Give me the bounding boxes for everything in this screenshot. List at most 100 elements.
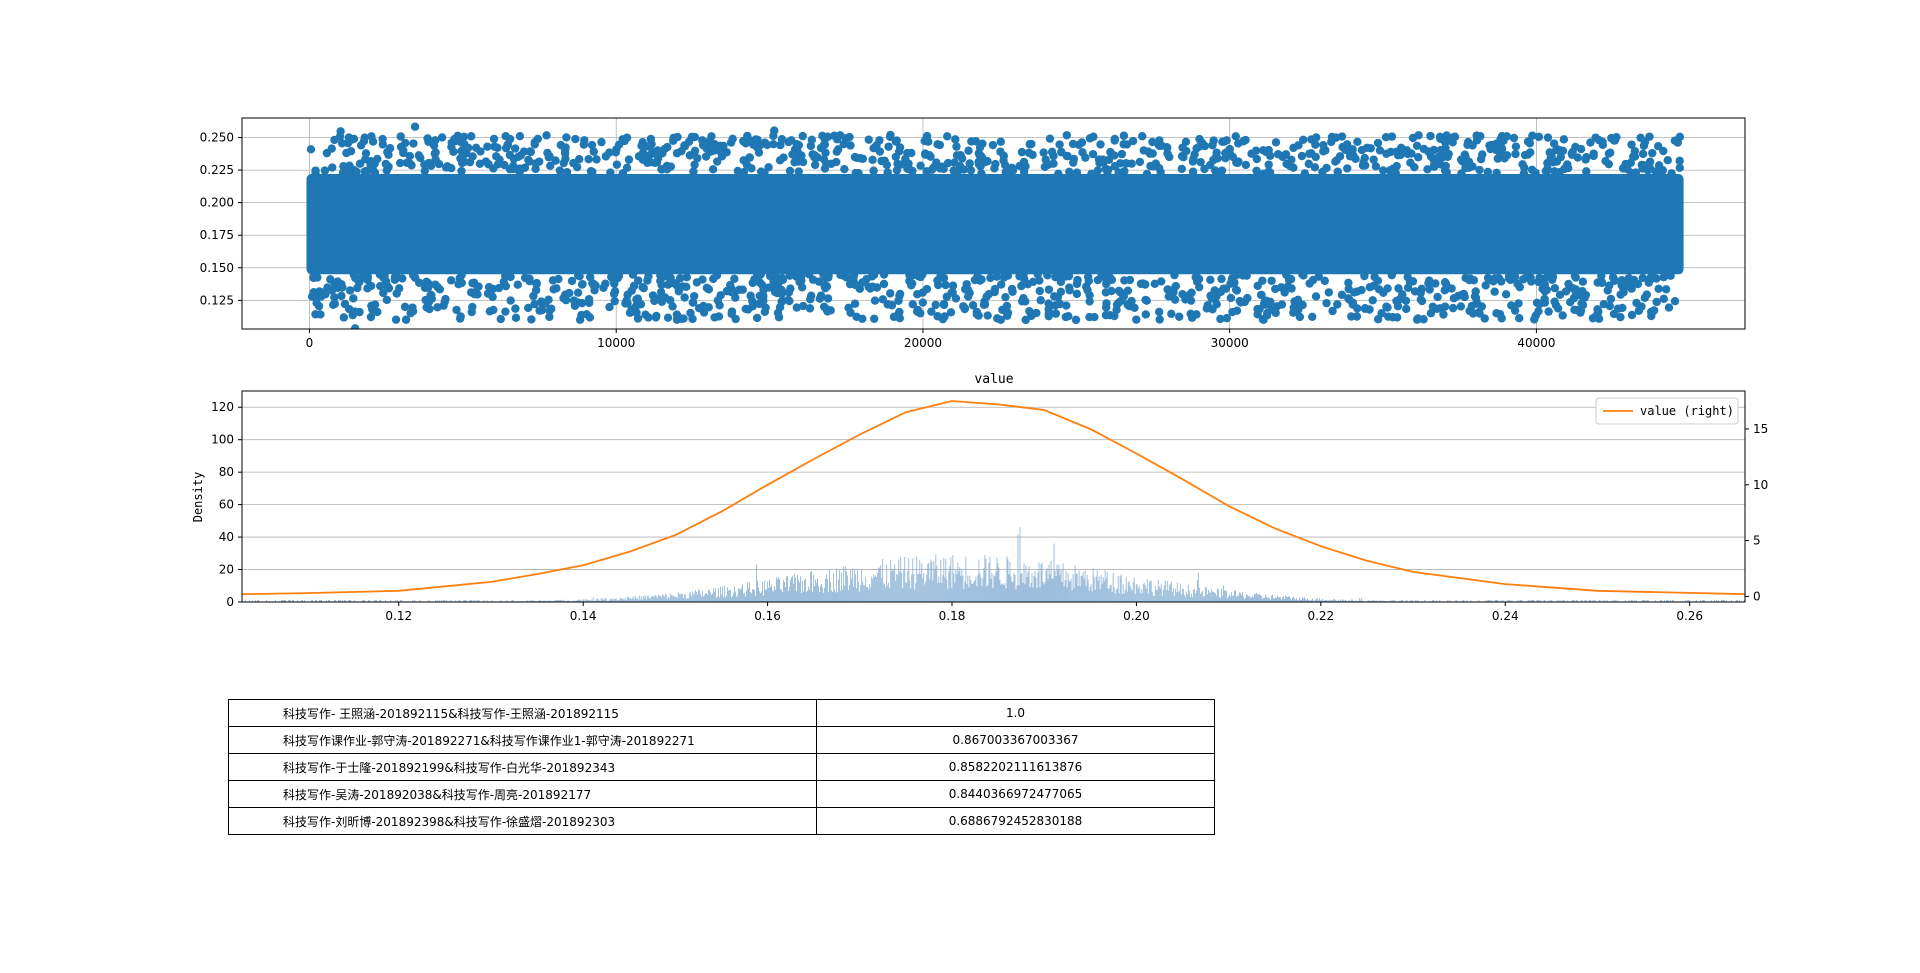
histogram-bar	[840, 590, 842, 602]
scatter-point	[1593, 278, 1602, 287]
scatter-point	[1003, 271, 1013, 280]
scatter-point	[473, 283, 482, 292]
histogram-bar	[660, 597, 662, 602]
histogram-bar	[646, 596, 648, 602]
scatter-point	[1597, 271, 1606, 281]
histogram-bar	[791, 577, 792, 602]
scatter-point	[976, 151, 986, 161]
histogram-bar	[284, 600, 285, 602]
histogram-bar	[809, 589, 810, 602]
histogram-bar	[473, 600, 475, 602]
scatter-point	[1475, 309, 1484, 318]
scatter-point	[569, 296, 579, 305]
histogram-bar	[1139, 592, 1141, 602]
scatter-point	[1471, 293, 1481, 302]
density-y-tick-label: 100	[211, 433, 234, 447]
histogram-bar	[1558, 600, 1560, 602]
scatter-point	[544, 295, 553, 304]
histogram-bar	[770, 587, 771, 602]
histogram-bar	[1102, 577, 1104, 602]
scatter-point	[535, 306, 544, 315]
histogram-bar	[1598, 600, 1600, 602]
histogram-bar	[1383, 600, 1385, 602]
histogram-bar	[1048, 564, 1050, 602]
histogram-bar	[587, 600, 589, 602]
scatter-point	[1528, 131, 1537, 140]
histogram-bar	[643, 597, 645, 602]
scatter-point	[686, 308, 695, 318]
histogram-bar	[720, 594, 722, 602]
scatter-point	[1054, 169, 1063, 178]
histogram-bar	[667, 596, 669, 602]
histogram-bar	[989, 557, 991, 602]
histogram-bar	[641, 599, 643, 602]
histogram-bar	[1521, 600, 1523, 602]
scatter-point	[1514, 299, 1523, 308]
histogram-bar	[1585, 600, 1587, 602]
histogram-bar	[1089, 586, 1091, 602]
histogram-bar	[1254, 593, 1255, 602]
histogram-bar	[934, 568, 936, 602]
histogram-bar	[838, 579, 840, 602]
scatter-point	[1392, 161, 1401, 171]
histogram-bar	[1071, 590, 1073, 602]
histogram-bar	[340, 600, 342, 602]
histogram-bar	[843, 566, 845, 602]
scatter-point	[380, 271, 389, 281]
scatter-point	[1081, 153, 1090, 162]
scatter-point	[1186, 309, 1195, 318]
histogram-bar	[798, 580, 799, 602]
histogram-bar	[567, 599, 569, 602]
histogram-bar	[439, 600, 441, 602]
histogram-bar	[1133, 577, 1135, 602]
scatter-point	[785, 296, 794, 306]
scatter-point	[858, 154, 868, 164]
histogram-bar	[1327, 600, 1329, 602]
histogram-bar	[1736, 600, 1738, 602]
histogram-bar	[600, 598, 602, 602]
histogram-bar	[304, 600, 305, 602]
histogram-bar	[882, 559, 884, 602]
histogram-bar	[1463, 600, 1465, 602]
histogram-bar	[681, 594, 683, 602]
histogram-bar	[1229, 596, 1231, 602]
table-row: 科技写作-吴涛-201892038&科技写作-周亮-201892177 0.844…	[228, 780, 1215, 808]
histogram-bar	[776, 577, 777, 602]
scatter-point	[337, 291, 346, 301]
scatter-point	[1388, 313, 1397, 322]
histogram-bar	[1575, 600, 1577, 602]
histogram-bar	[837, 592, 839, 602]
histogram-bar	[553, 600, 555, 602]
scatter-point	[441, 294, 450, 304]
scatter-point	[799, 301, 808, 311]
histogram-bar	[1188, 590, 1190, 602]
histogram-bar	[1135, 584, 1137, 602]
histogram-bar	[841, 572, 843, 602]
histogram-bar	[824, 587, 826, 602]
histogram-bar	[1599, 600, 1601, 602]
histogram-bar	[808, 586, 809, 602]
scatter-point	[514, 152, 523, 162]
histogram-bar	[1129, 585, 1131, 602]
scatter-point	[1206, 291, 1215, 300]
histogram-bar	[315, 600, 316, 602]
histogram-bar	[726, 587, 728, 602]
histogram-bar	[864, 585, 866, 602]
histogram-bar	[911, 574, 913, 602]
scatter-point	[1265, 168, 1275, 177]
scatter-point	[1232, 306, 1242, 315]
histogram-bar	[794, 573, 795, 602]
histogram-bar	[1390, 600, 1392, 602]
histogram-bar	[889, 588, 891, 602]
scatter-point	[1130, 303, 1139, 313]
scatter-point	[1110, 311, 1119, 321]
histogram-bar	[1401, 600, 1403, 602]
scatter-point	[905, 271, 914, 280]
scatter-point	[1104, 155, 1114, 164]
histogram-bar	[975, 576, 977, 602]
scatter-point	[1550, 297, 1559, 306]
histogram-bar	[639, 599, 641, 602]
histogram-bar	[1392, 600, 1394, 602]
histogram-bar	[1068, 580, 1070, 602]
histogram-bar	[774, 586, 775, 602]
